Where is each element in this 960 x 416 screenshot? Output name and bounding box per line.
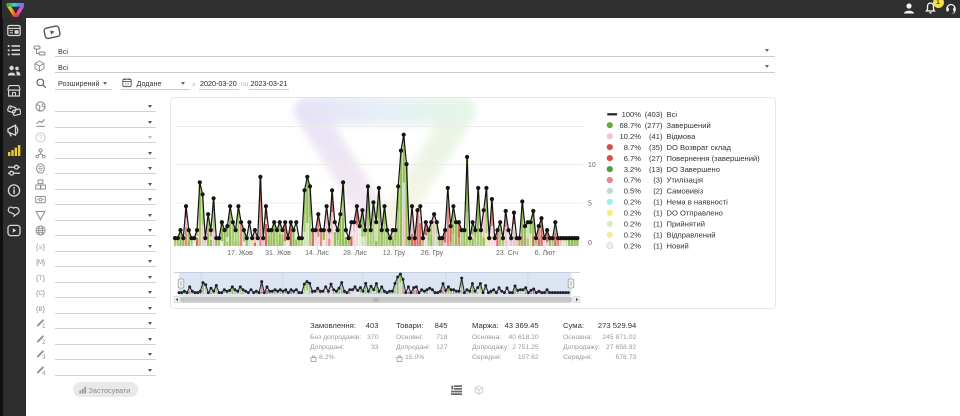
svg-text:{: { (35, 273, 38, 282)
svg-text:(277): (277) (645, 121, 663, 130)
svg-text:{: { (35, 257, 38, 266)
svg-text:3.2%: 3.2% (624, 165, 642, 174)
svg-text:(1): (1) (653, 198, 663, 207)
svg-text:Прийнятий: Прийнятий (667, 220, 705, 229)
svg-text:4: 4 (42, 371, 46, 376)
svg-text:}: } (42, 288, 45, 297)
svg-text:1: 1 (42, 324, 46, 329)
svg-text:C: C (38, 291, 43, 297)
svg-text:12. Гру: 12. Гру (383, 250, 406, 257)
svg-text:DO Возврат склад: DO Возврат склад (667, 143, 732, 152)
svg-text:0.2%: 0.2% (624, 209, 642, 218)
svg-text:31. Жов: 31. Жов (265, 250, 291, 257)
svg-text:(13): (13) (649, 165, 663, 174)
svg-text:(27): (27) (649, 154, 663, 163)
svg-text:(403): (403) (645, 110, 663, 119)
svg-text:5: 5 (588, 201, 592, 208)
svg-text:68.7%: 68.7% (619, 121, 641, 130)
svg-text:Всі: Всі (667, 110, 678, 119)
svg-text:}: } (42, 257, 45, 266)
svg-text:}: } (42, 273, 45, 282)
svg-text:0.5%: 0.5% (624, 187, 642, 196)
svg-text:17: 17 (125, 82, 129, 86)
svg-text:2: 2 (42, 340, 45, 345)
svg-text:}: } (42, 304, 45, 313)
svg-text:(41): (41) (649, 132, 663, 141)
svg-text:28. Лис: 28. Лис (343, 250, 367, 257)
svg-text:0.2%: 0.2% (624, 198, 642, 207)
svg-text:Утилізація: Утилізація (667, 176, 704, 185)
svg-text:(1): (1) (653, 209, 663, 218)
svg-text:}: } (42, 242, 45, 251)
svg-text:26. Гру: 26. Гру (421, 250, 444, 257)
svg-text:6. Лют: 6. Лют (535, 250, 556, 257)
svg-text:Новий: Новий (667, 241, 689, 250)
svg-text:s: s (39, 245, 42, 251)
svg-text:0.2%: 0.2% (624, 220, 642, 229)
svg-text:{: { (35, 304, 38, 313)
svg-text:(1): (1) (653, 220, 663, 229)
svg-text:Нема в наявності: Нема в наявності (667, 198, 729, 207)
svg-text:14. Лис: 14. Лис (305, 250, 329, 257)
svg-text:(1): (1) (653, 230, 663, 239)
svg-text:DO Отправлено: DO Отправлено (667, 209, 723, 218)
svg-text:0.7%: 0.7% (624, 176, 642, 185)
svg-text:0.2%: 0.2% (624, 241, 642, 250)
svg-text:100%: 100% (622, 110, 642, 119)
svg-text:23. Січ: 23. Січ (496, 249, 518, 257)
svg-text:{: { (35, 242, 38, 251)
svg-text:Відправлений: Відправлений (667, 230, 716, 239)
svg-text:Відмова: Відмова (667, 132, 697, 141)
svg-text:DO Завершено: DO Завершено (667, 165, 720, 174)
svg-text:10.2%: 10.2% (619, 132, 641, 141)
svg-text:17. Жов: 17. Жов (227, 250, 253, 257)
svg-text:(2): (2) (653, 187, 663, 196)
svg-text:10: 10 (588, 162, 596, 169)
svg-text:(35): (35) (649, 143, 663, 152)
svg-text:Самовивіз: Самовивіз (667, 187, 704, 196)
svg-text:6.7%: 6.7% (624, 154, 642, 163)
svg-text:(3): (3) (653, 176, 663, 185)
svg-text:3: 3 (42, 355, 46, 360)
svg-text:?: ? (38, 135, 42, 142)
svg-text:(1): (1) (653, 241, 663, 250)
svg-text:B: B (38, 307, 42, 313)
svg-text:Завершений: Завершений (667, 121, 711, 130)
svg-text:8.7%: 8.7% (624, 143, 642, 152)
svg-text:0.2%: 0.2% (624, 230, 642, 239)
svg-text:{: { (35, 288, 38, 297)
svg-text:0: 0 (588, 240, 592, 247)
svg-text:Повернення (завершений): Повернення (завершений) (667, 154, 761, 163)
svg-text:M: M (38, 260, 43, 266)
svg-text:T: T (38, 276, 42, 282)
